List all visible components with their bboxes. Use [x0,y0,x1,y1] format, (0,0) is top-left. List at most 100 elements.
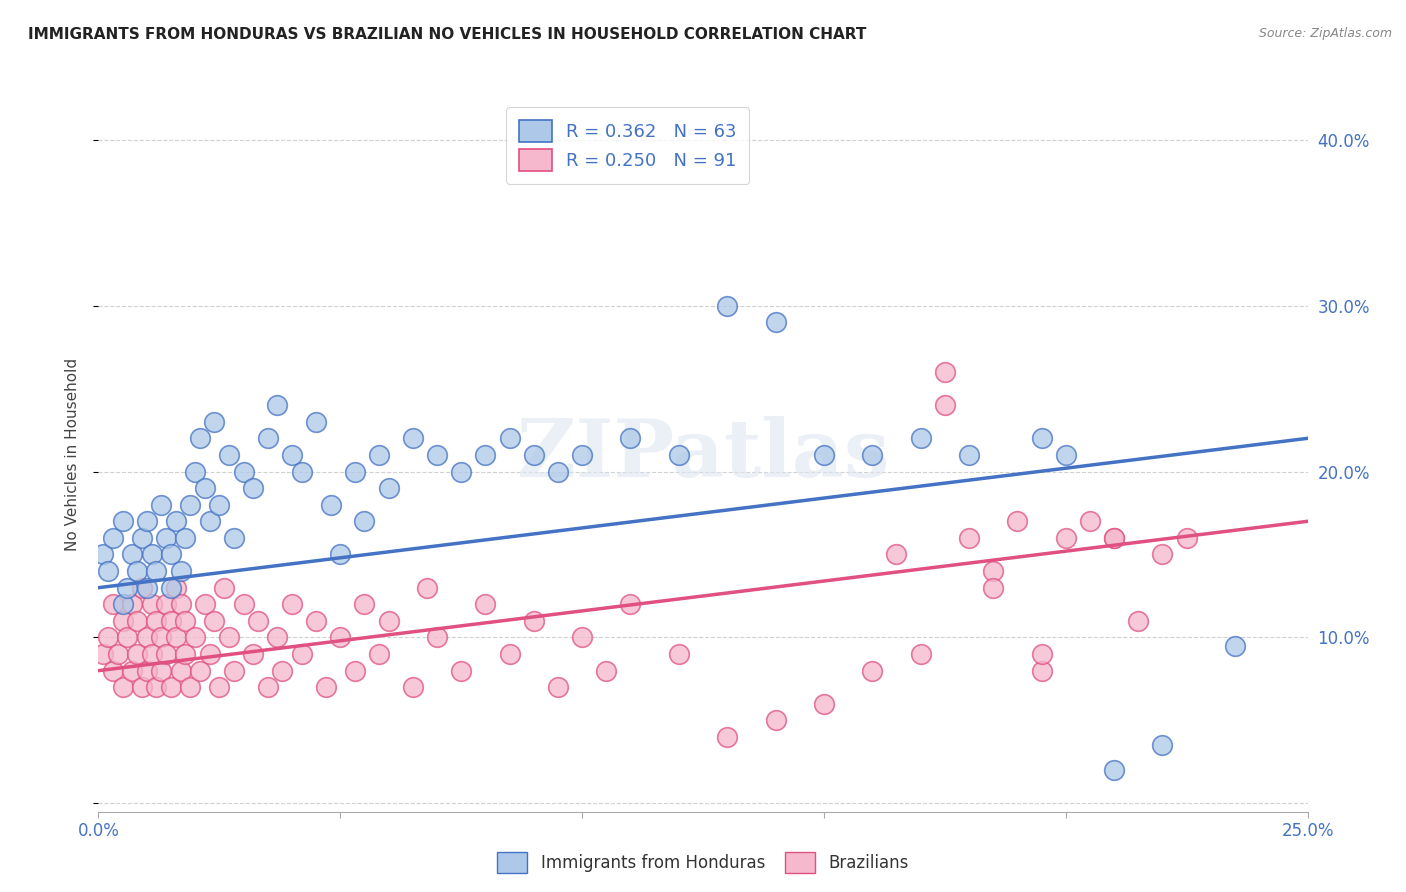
Point [353,514,375,528]
Point [208,498,231,512]
Point [188,664,211,678]
Point [981,581,1004,595]
Point [981,564,1004,578]
Point [131,581,153,595]
Point [1054,448,1077,462]
Text: IMMIGRANTS FROM HONDURAS VS BRAZILIAN NO VEHICLES IN HOUSEHOLD CORRELATION CHART: IMMIGRANTS FROM HONDURAS VS BRAZILIAN NO… [28,27,866,42]
Point [155,647,177,661]
Legend: R = 0.362   N = 63, R = 0.250   N = 91: R = 0.362 N = 63, R = 0.250 N = 91 [506,107,749,184]
Point [169,597,191,611]
Point [1031,431,1053,445]
Point [160,614,183,628]
Point [184,465,207,479]
Point [127,647,149,661]
Point [523,448,546,462]
Point [343,664,366,678]
Point [619,597,641,611]
Point [1152,739,1174,753]
Point [619,431,641,445]
Point [165,581,187,595]
Point [135,581,157,595]
Point [860,664,883,678]
Point [121,597,143,611]
Point [290,465,312,479]
Point [179,680,201,694]
Text: ZIPatlas: ZIPatlas [517,416,889,494]
Point [160,581,183,595]
Point [402,680,425,694]
Point [232,465,254,479]
Point [131,680,153,694]
Point [91,548,114,562]
Point [204,415,226,429]
Point [111,514,134,528]
Point [135,664,157,678]
Point [1007,514,1029,528]
Point [155,597,177,611]
Point [716,299,738,313]
Point [117,631,139,645]
Point [1031,664,1053,678]
Point [135,514,157,528]
Point [1223,639,1246,653]
Point [474,448,496,462]
Point [97,564,120,578]
Point [343,465,366,479]
Point [860,448,883,462]
Point [101,597,124,611]
Point [174,614,197,628]
Point [450,664,472,678]
Point [271,664,294,678]
Point [1152,548,1174,562]
Point [111,597,134,611]
Point [934,398,956,412]
Point [281,597,304,611]
Point [571,448,593,462]
Point [377,614,399,628]
Point [377,481,399,495]
Point [155,531,177,545]
Point [101,531,124,545]
Point [353,597,375,611]
Point [1054,531,1077,545]
Point [135,631,157,645]
Point [315,680,337,694]
Point [426,631,449,645]
Point [169,564,191,578]
Point [1102,531,1125,545]
Point [1031,647,1053,661]
Point [97,631,120,645]
Point [218,631,240,645]
Point [450,465,472,479]
Point [212,581,235,595]
Point [305,614,328,628]
Point [150,631,173,645]
Point [329,548,352,562]
Legend: Immigrants from Honduras, Brazilians: Immigrants from Honduras, Brazilians [491,846,915,880]
Point [160,680,183,694]
Point [194,597,217,611]
Point [1102,531,1125,545]
Point [179,498,201,512]
Point [145,564,167,578]
Point [145,680,167,694]
Point [1175,531,1198,545]
Point [174,531,197,545]
Point [242,481,264,495]
Point [368,448,391,462]
Point [208,680,231,694]
Point [765,315,787,329]
Point [934,365,956,379]
Point [547,680,569,694]
Point [111,680,134,694]
Point [1102,763,1125,777]
Point [131,531,153,545]
Point [160,548,183,562]
Point [141,597,163,611]
Point [174,647,197,661]
Point [121,548,143,562]
Point [165,631,187,645]
Point [150,664,173,678]
Point [184,631,207,645]
Point [886,548,908,562]
